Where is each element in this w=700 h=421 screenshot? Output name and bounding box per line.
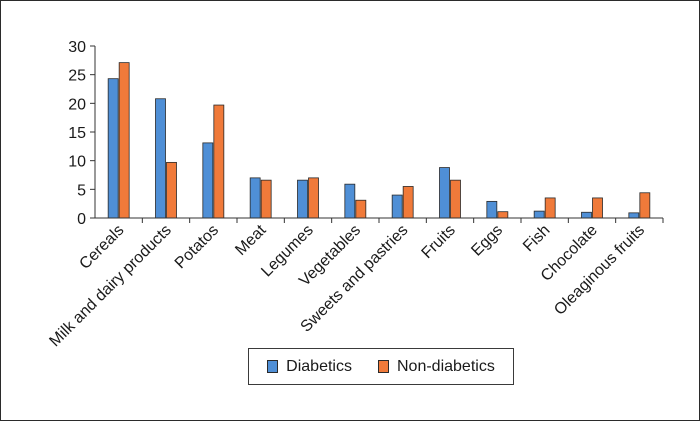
legend-label-diabetics: Diabetics xyxy=(286,357,352,375)
bars xyxy=(107,62,651,219)
legend: Diabetics Non-diabetics xyxy=(248,348,514,385)
legend-item-diabetics: Diabetics xyxy=(267,358,352,376)
bar-diabetics-chocolate xyxy=(581,211,592,219)
bar-diabetics-sweets-and-pastries xyxy=(391,194,403,219)
bar-non-diabetics-cereals xyxy=(118,62,130,219)
bar-diabetics-eggs xyxy=(486,200,498,219)
bar-non-diabetics-oleaginous-fruits xyxy=(639,192,651,219)
legend-label-non-diabetics: Non-diabetics xyxy=(396,357,495,375)
bar-non-diabetics-milk-and-dairy-products xyxy=(166,161,177,219)
y-tick-label-10: 10 xyxy=(68,154,86,171)
x-tick-label-fish: Fish xyxy=(520,222,553,255)
x-tick-label-meat: Meat xyxy=(232,221,270,259)
y-tick-label-15: 15 xyxy=(68,125,86,142)
bar-diabetics-legumes xyxy=(297,179,308,219)
bar-diabetics-cereals xyxy=(107,78,119,219)
bar-non-diabetics-vegetables xyxy=(355,199,367,219)
bar-diabetics-fish xyxy=(533,210,545,219)
bar-diabetics-oleaginous-fruits xyxy=(628,212,640,219)
y-tick-label-20: 20 xyxy=(68,96,86,113)
bar-non-diabetics-fruits xyxy=(450,179,461,219)
y-axis: 0 5 10 15 20 25 30 xyxy=(68,39,96,228)
bar-diabetics-meat xyxy=(249,177,261,219)
bar-diabetics-vegetables xyxy=(344,183,356,219)
x-tick-label-potatos: Potatos xyxy=(172,222,222,272)
y-tick-label-0: 0 xyxy=(77,211,86,228)
bar-non-diabetics-chocolate xyxy=(592,197,603,219)
x-tick-label-oleaginous-fruits: Oleaginous fruits xyxy=(551,222,648,319)
bar-non-diabetics-legumes xyxy=(308,177,319,219)
bar-non-diabetics-potatos xyxy=(213,104,225,219)
legend-swatch-diabetics xyxy=(267,360,279,373)
y-tick-label-30: 30 xyxy=(68,39,86,56)
bar-diabetics-fruits xyxy=(439,167,450,219)
legend-swatch-non-diabetics xyxy=(377,360,389,373)
bar-non-diabetics-fish xyxy=(544,197,556,219)
legend-item-non-diabetics: Non-diabetics xyxy=(377,357,495,376)
x-tick-label-eggs: Eggs xyxy=(468,222,506,260)
bar-non-diabetics-sweets-and-pastries xyxy=(402,186,414,219)
y-tick-label-5: 5 xyxy=(77,182,86,199)
x-tick-label-fruits: Fruits xyxy=(419,222,459,262)
bar-non-diabetics-meat xyxy=(260,179,272,219)
bar-diabetics-potatos xyxy=(202,142,214,219)
y-tick-label-25: 25 xyxy=(68,68,86,85)
bar-diabetics-milk-and-dairy-products xyxy=(155,98,166,219)
bar-non-diabetics-eggs xyxy=(497,211,509,219)
